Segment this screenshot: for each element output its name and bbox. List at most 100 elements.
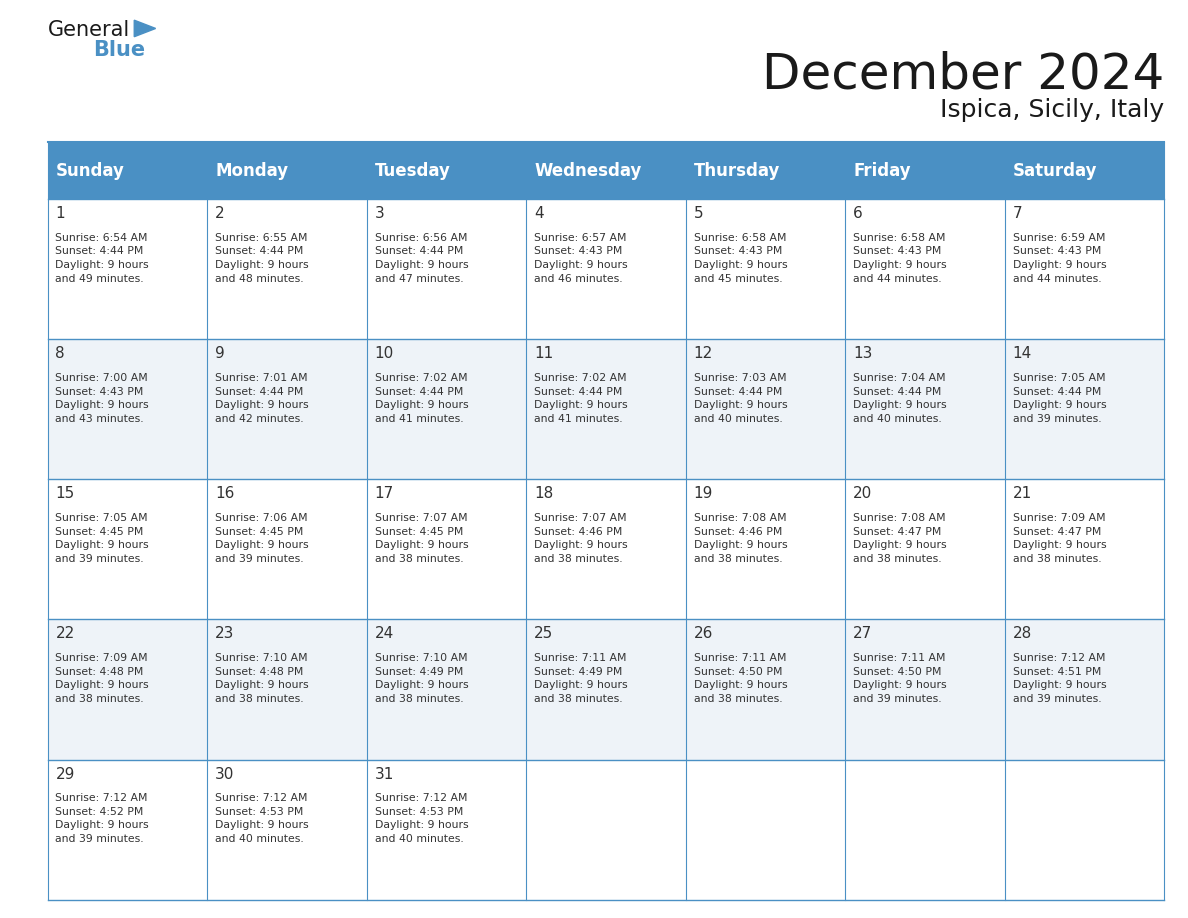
Bar [845, 479, 1005, 620]
Bar [526, 759, 685, 900]
Text: 9: 9 [215, 346, 225, 362]
Text: Sunrise: 6:58 AM
Sunset: 4:43 PM
Daylight: 9 hours
and 45 minutes.: Sunrise: 6:58 AM Sunset: 4:43 PM Dayligh… [694, 233, 788, 284]
Bar [207, 142, 367, 199]
Text: Sunrise: 7:12 AM
Sunset: 4:53 PM
Daylight: 9 hours
and 40 minutes.: Sunrise: 7:12 AM Sunset: 4:53 PM Dayligh… [215, 793, 309, 844]
Bar [685, 142, 845, 199]
Text: 7: 7 [1012, 207, 1023, 221]
Text: Sunrise: 6:59 AM
Sunset: 4:43 PM
Daylight: 9 hours
and 44 minutes.: Sunrise: 6:59 AM Sunset: 4:43 PM Dayligh… [1012, 233, 1106, 284]
Bar [845, 620, 1005, 759]
Text: Tuesday: Tuesday [374, 162, 450, 180]
Text: 20: 20 [853, 487, 872, 501]
Text: 11: 11 [535, 346, 554, 362]
Bar [1005, 340, 1164, 479]
Bar [685, 620, 845, 759]
Bar [845, 340, 1005, 479]
Bar [207, 479, 367, 620]
Text: 17: 17 [374, 487, 393, 501]
Text: Sunrise: 6:57 AM
Sunset: 4:43 PM
Daylight: 9 hours
and 46 minutes.: Sunrise: 6:57 AM Sunset: 4:43 PM Dayligh… [535, 233, 627, 284]
Text: 27: 27 [853, 626, 872, 642]
Text: 6: 6 [853, 207, 862, 221]
Text: 12: 12 [694, 346, 713, 362]
Text: Sunrise: 7:07 AM
Sunset: 4:46 PM
Daylight: 9 hours
and 38 minutes.: Sunrise: 7:07 AM Sunset: 4:46 PM Dayligh… [535, 513, 627, 564]
Bar [48, 479, 207, 620]
Bar [1005, 142, 1164, 199]
Text: 28: 28 [1012, 626, 1032, 642]
Text: 24: 24 [374, 626, 393, 642]
Text: Sunrise: 7:01 AM
Sunset: 4:44 PM
Daylight: 9 hours
and 42 minutes.: Sunrise: 7:01 AM Sunset: 4:44 PM Dayligh… [215, 373, 309, 424]
Text: Thursday: Thursday [694, 162, 781, 180]
Text: Sunrise: 6:56 AM
Sunset: 4:44 PM
Daylight: 9 hours
and 47 minutes.: Sunrise: 6:56 AM Sunset: 4:44 PM Dayligh… [374, 233, 468, 284]
Bar [367, 479, 526, 620]
Text: Sunrise: 7:09 AM
Sunset: 4:48 PM
Daylight: 9 hours
and 38 minutes.: Sunrise: 7:09 AM Sunset: 4:48 PM Dayligh… [56, 653, 150, 704]
Text: Sunrise: 7:11 AM
Sunset: 4:50 PM
Daylight: 9 hours
and 38 minutes.: Sunrise: 7:11 AM Sunset: 4:50 PM Dayligh… [694, 653, 788, 704]
Text: Sunrise: 7:11 AM
Sunset: 4:50 PM
Daylight: 9 hours
and 39 minutes.: Sunrise: 7:11 AM Sunset: 4:50 PM Dayligh… [853, 653, 947, 704]
Text: Sunrise: 7:10 AM
Sunset: 4:49 PM
Daylight: 9 hours
and 38 minutes.: Sunrise: 7:10 AM Sunset: 4:49 PM Dayligh… [374, 653, 468, 704]
Text: Sunrise: 7:12 AM
Sunset: 4:52 PM
Daylight: 9 hours
and 39 minutes.: Sunrise: 7:12 AM Sunset: 4:52 PM Dayligh… [56, 793, 150, 844]
Bar [367, 340, 526, 479]
Bar [48, 142, 207, 199]
Text: 14: 14 [1012, 346, 1032, 362]
Bar [526, 199, 685, 340]
Bar [48, 199, 207, 340]
Text: 19: 19 [694, 487, 713, 501]
Text: Blue: Blue [93, 40, 145, 61]
Text: 8: 8 [56, 346, 65, 362]
Text: 15: 15 [56, 487, 75, 501]
Text: Sunday: Sunday [56, 162, 125, 180]
Bar [685, 340, 845, 479]
Bar [1005, 199, 1164, 340]
Bar [845, 759, 1005, 900]
Bar [207, 340, 367, 479]
Text: Wednesday: Wednesday [535, 162, 642, 180]
Text: 23: 23 [215, 626, 234, 642]
Bar [207, 620, 367, 759]
Bar [1005, 620, 1164, 759]
Text: Sunrise: 6:54 AM
Sunset: 4:44 PM
Daylight: 9 hours
and 49 minutes.: Sunrise: 6:54 AM Sunset: 4:44 PM Dayligh… [56, 233, 150, 284]
Bar [685, 759, 845, 900]
Bar [526, 620, 685, 759]
Text: Saturday: Saturday [1012, 162, 1098, 180]
Bar [367, 142, 526, 199]
Text: General: General [48, 20, 129, 40]
Bar [367, 199, 526, 340]
Text: Sunrise: 7:12 AM
Sunset: 4:53 PM
Daylight: 9 hours
and 40 minutes.: Sunrise: 7:12 AM Sunset: 4:53 PM Dayligh… [374, 793, 468, 844]
Text: Sunrise: 7:12 AM
Sunset: 4:51 PM
Daylight: 9 hours
and 39 minutes.: Sunrise: 7:12 AM Sunset: 4:51 PM Dayligh… [1012, 653, 1106, 704]
Text: 29: 29 [56, 767, 75, 781]
Text: Sunrise: 7:03 AM
Sunset: 4:44 PM
Daylight: 9 hours
and 40 minutes.: Sunrise: 7:03 AM Sunset: 4:44 PM Dayligh… [694, 373, 788, 424]
Bar [1005, 479, 1164, 620]
Text: Sunrise: 7:00 AM
Sunset: 4:43 PM
Daylight: 9 hours
and 43 minutes.: Sunrise: 7:00 AM Sunset: 4:43 PM Dayligh… [56, 373, 150, 424]
Text: 13: 13 [853, 346, 872, 362]
Text: Monday: Monday [215, 162, 289, 180]
Bar [526, 479, 685, 620]
Bar [48, 340, 207, 479]
Text: Sunrise: 7:07 AM
Sunset: 4:45 PM
Daylight: 9 hours
and 38 minutes.: Sunrise: 7:07 AM Sunset: 4:45 PM Dayligh… [374, 513, 468, 564]
Text: 31: 31 [374, 767, 394, 781]
Bar [685, 199, 845, 340]
Bar [367, 620, 526, 759]
Text: Sunrise: 7:10 AM
Sunset: 4:48 PM
Daylight: 9 hours
and 38 minutes.: Sunrise: 7:10 AM Sunset: 4:48 PM Dayligh… [215, 653, 309, 704]
Bar [207, 199, 367, 340]
Bar [48, 620, 207, 759]
Text: 18: 18 [535, 487, 554, 501]
Text: Sunrise: 7:02 AM
Sunset: 4:44 PM
Daylight: 9 hours
and 41 minutes.: Sunrise: 7:02 AM Sunset: 4:44 PM Dayligh… [535, 373, 627, 424]
Bar [1005, 759, 1164, 900]
Bar [367, 759, 526, 900]
Text: Sunrise: 6:55 AM
Sunset: 4:44 PM
Daylight: 9 hours
and 48 minutes.: Sunrise: 6:55 AM Sunset: 4:44 PM Dayligh… [215, 233, 309, 284]
Text: Sunrise: 7:08 AM
Sunset: 4:47 PM
Daylight: 9 hours
and 38 minutes.: Sunrise: 7:08 AM Sunset: 4:47 PM Dayligh… [853, 513, 947, 564]
Text: Sunrise: 6:58 AM
Sunset: 4:43 PM
Daylight: 9 hours
and 44 minutes.: Sunrise: 6:58 AM Sunset: 4:43 PM Dayligh… [853, 233, 947, 284]
Text: Sunrise: 7:05 AM
Sunset: 4:45 PM
Daylight: 9 hours
and 39 minutes.: Sunrise: 7:05 AM Sunset: 4:45 PM Dayligh… [56, 513, 150, 564]
Text: 4: 4 [535, 207, 544, 221]
Polygon shape [134, 20, 156, 37]
Text: December 2024: December 2024 [762, 50, 1164, 98]
Bar [845, 199, 1005, 340]
Text: Sunrise: 7:06 AM
Sunset: 4:45 PM
Daylight: 9 hours
and 39 minutes.: Sunrise: 7:06 AM Sunset: 4:45 PM Dayligh… [215, 513, 309, 564]
Text: 1: 1 [56, 207, 65, 221]
Text: 16: 16 [215, 487, 234, 501]
Bar [526, 340, 685, 479]
Bar [48, 759, 207, 900]
Text: 26: 26 [694, 626, 713, 642]
Text: Sunrise: 7:08 AM
Sunset: 4:46 PM
Daylight: 9 hours
and 38 minutes.: Sunrise: 7:08 AM Sunset: 4:46 PM Dayligh… [694, 513, 788, 564]
Text: 3: 3 [374, 207, 384, 221]
Text: Sunrise: 7:09 AM
Sunset: 4:47 PM
Daylight: 9 hours
and 38 minutes.: Sunrise: 7:09 AM Sunset: 4:47 PM Dayligh… [1012, 513, 1106, 564]
Text: Sunrise: 7:02 AM
Sunset: 4:44 PM
Daylight: 9 hours
and 41 minutes.: Sunrise: 7:02 AM Sunset: 4:44 PM Dayligh… [374, 373, 468, 424]
